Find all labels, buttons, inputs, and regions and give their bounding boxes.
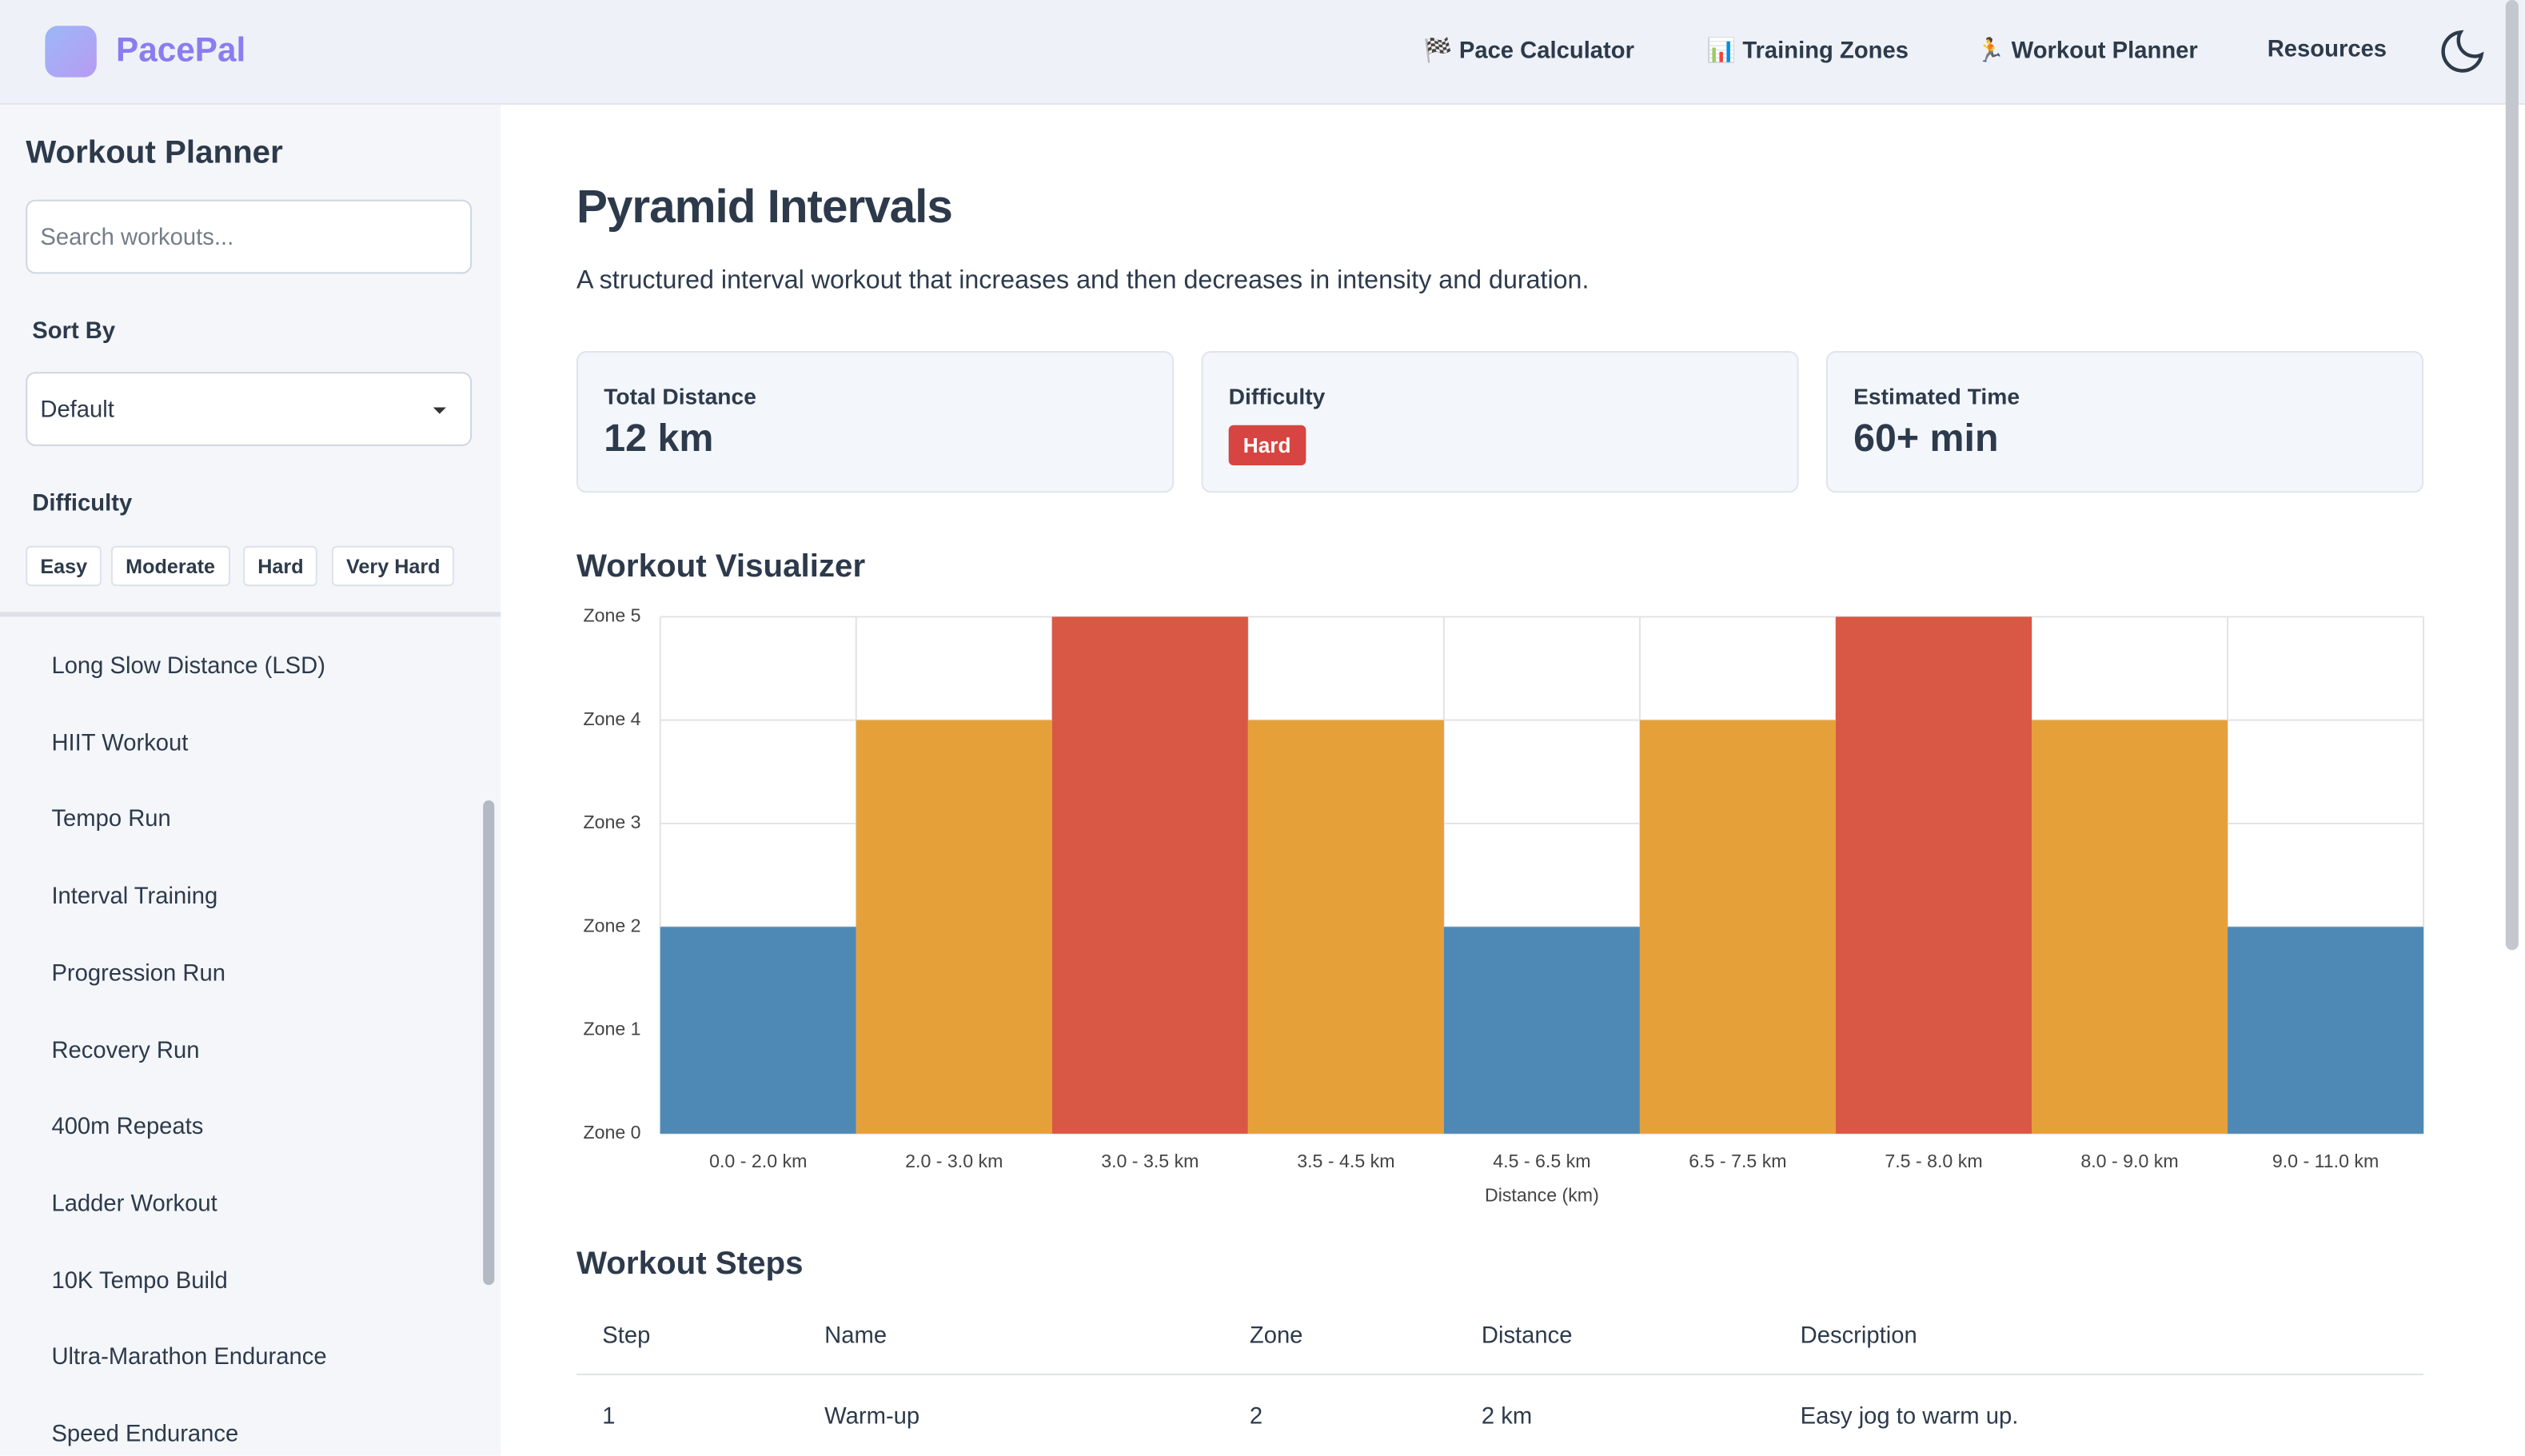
table-cell: 2 [1249, 1404, 1263, 1430]
logo[interactable] [45, 26, 97, 78]
x-axis-label: Distance (km) [1485, 1185, 1599, 1206]
x-tick-label: 7.5 - 8.0 km [1885, 1151, 1982, 1171]
page-title: Pyramid Intervals [576, 182, 953, 234]
workout-item[interactable]: Ultra-Marathon Endurance [51, 1345, 327, 1371]
brand[interactable]: PacePal [116, 32, 246, 70]
y-tick-label: Zone 4 [583, 708, 640, 729]
theme-toggle[interactable] [2438, 27, 2486, 75]
y-tick-label: Zone 0 [583, 1122, 640, 1143]
x-tick-label: 3.5 - 4.5 km [1297, 1151, 1394, 1171]
table-cell: 1 [602, 1404, 616, 1430]
x-tick-label: 9.0 - 11.0 km [2272, 1151, 2379, 1171]
chart-title: Workout Visualizer [576, 548, 866, 585]
sort-label: Sort By [32, 318, 116, 345]
difficulty-tag[interactable]: Easy [26, 545, 102, 587]
stat-label: Estimated Time [1853, 383, 2020, 409]
stat-card: Estimated Time 60+ min [1825, 351, 2424, 493]
stat-value: 60+ min [1853, 417, 1999, 461]
workout-item[interactable]: 400m Repeats [51, 1115, 204, 1141]
sidebar: Workout Planner Search workouts... Sort … [0, 104, 501, 1456]
sort-select[interactable]: Default [26, 372, 473, 446]
dropdown-arrow [433, 407, 446, 414]
stat-card: Total Distance 12 km [576, 351, 1175, 493]
bar [1247, 720, 1444, 1134]
workout-item[interactable]: Recovery Run [51, 1038, 200, 1064]
bar [2228, 927, 2424, 1134]
y-tick-label: Zone 1 [583, 1019, 640, 1039]
workout-item[interactable]: Progression Run [51, 960, 225, 987]
stat-label: Total Distance [604, 383, 756, 409]
workout-item[interactable]: Interval Training [51, 884, 218, 911]
x-tick-label: 6.5 - 7.5 km [1689, 1151, 1786, 1171]
x-tick-label: 3.0 - 3.5 km [1101, 1151, 1199, 1171]
x-tick-label: 8.0 - 9.0 km [2080, 1151, 2178, 1171]
header: PacePal 🏁 Pace Calculator 📊 Training Zon… [0, 0, 2525, 105]
workout-item[interactable]: Long Slow Distance (LSD) [51, 653, 325, 680]
bar [1443, 927, 1640, 1134]
x-tick-label: 2.0 - 3.0 km [905, 1151, 1003, 1171]
stat-value: 12 km [604, 417, 714, 461]
difficulty-badge: Hard [1228, 425, 1306, 466]
difficulty-tag[interactable]: Moderate [110, 545, 230, 587]
bar [660, 927, 856, 1134]
table-cell: Warm-up [824, 1404, 920, 1430]
sidebar-title: Workout Planner [26, 135, 283, 171]
scrollbar[interactable] [483, 800, 495, 1286]
section-title: Workout Steps [576, 1246, 804, 1282]
nav-link[interactable]: 🏃 Workout Planner [1976, 38, 2198, 65]
bar [2031, 720, 2228, 1134]
scrollbar[interactable] [2505, 0, 2519, 951]
chart: Zone 0 Zone 1 Zone 2 Zone 3 Zone 4 Zone 5 0.0 … [583, 604, 2425, 1206]
stat-card: Difficulty Hard [1201, 351, 1799, 493]
table-cell: Easy jog to warm up. [1800, 1404, 2019, 1430]
table-header: Step [602, 1323, 651, 1350]
y-tick-label: Zone 3 [583, 812, 640, 832]
y-tick-label: Zone 5 [583, 604, 640, 625]
difficulty-tag[interactable]: Very Hard [331, 545, 455, 587]
bar [856, 720, 1052, 1134]
description: A structured interval workout that incre… [576, 267, 1590, 295]
difficulty-tag[interactable]: Hard [243, 545, 318, 587]
table-header: Distance [1481, 1323, 1573, 1350]
workout-item[interactable]: Ladder Workout [51, 1191, 217, 1218]
stat-label: Difficulty [1228, 383, 1326, 409]
workout-item[interactable]: Speed Endurance [51, 1422, 239, 1448]
table-cell: 2 km [1481, 1404, 1533, 1430]
table-header: Description [1800, 1323, 1917, 1350]
x-tick-label: 0.0 - 2.0 km [709, 1151, 807, 1171]
bar [1051, 616, 1248, 1134]
bar [1639, 720, 1836, 1134]
nav-link[interactable]: 🏁 Pace Calculator [1423, 38, 1634, 65]
bar [1835, 616, 2032, 1134]
table-header: Zone [1249, 1323, 1303, 1350]
divider [0, 612, 501, 617]
search-input[interactable]: Search workouts... [26, 199, 473, 274]
y-tick-label: Zone 2 [583, 915, 640, 935]
table-divider [576, 1373, 2424, 1375]
workout-item[interactable]: Tempo Run [51, 807, 171, 834]
x-tick-label: 4.5 - 6.5 km [1493, 1151, 1590, 1171]
workout-item[interactable]: 10K Tempo Build [51, 1268, 228, 1294]
table-header: Name [824, 1323, 888, 1350]
workout-item[interactable]: HIIT Workout [51, 730, 189, 756]
difficulty-label: Difficulty [32, 491, 133, 517]
nav-link[interactable]: Resources [2267, 37, 2387, 63]
nav-link[interactable]: 📊 Training Zones [1706, 38, 1909, 65]
